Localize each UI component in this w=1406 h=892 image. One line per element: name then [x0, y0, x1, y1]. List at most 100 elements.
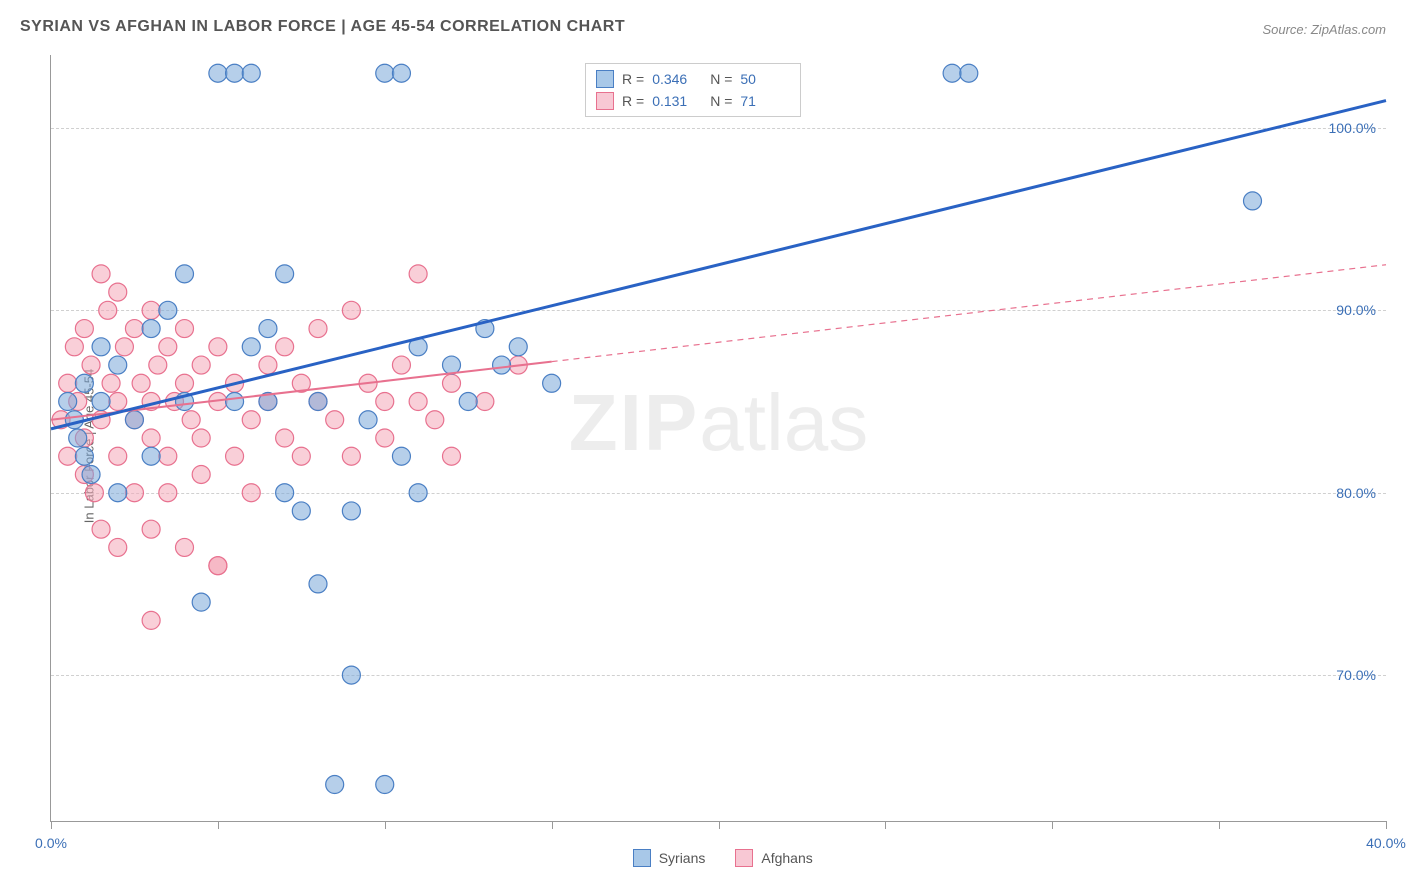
source-attribution: Source: ZipAtlas.com [1262, 22, 1386, 37]
scatter-point [125, 320, 143, 338]
scatter-point [192, 593, 210, 611]
scatter-point [342, 301, 360, 319]
legend-swatch-syrians [596, 70, 614, 88]
scatter-point [376, 776, 394, 794]
scatter-point [109, 356, 127, 374]
n-value-afghans: 71 [740, 93, 790, 109]
x-tick [885, 821, 886, 829]
legend-row-afghans: R = 0.131 N = 71 [596, 90, 790, 112]
scatter-point [409, 484, 427, 502]
scatter-point [259, 320, 277, 338]
x-tick [1219, 821, 1220, 829]
r-value-syrians: 0.346 [652, 71, 702, 87]
x-tick [719, 821, 720, 829]
scatter-point [342, 666, 360, 684]
scatter-point [149, 356, 167, 374]
scatter-point [102, 374, 120, 392]
scatter-point [943, 64, 961, 82]
series-legend: Syrians Afghans [633, 849, 813, 867]
scatter-point [59, 393, 77, 411]
scatter-point [242, 411, 260, 429]
scatter-point [142, 520, 160, 538]
legend-item-syrians: Syrians [633, 849, 706, 867]
scatter-point [59, 374, 77, 392]
correlation-legend: R = 0.346 N = 50 R = 0.131 N = 71 [585, 63, 801, 117]
legend-row-syrians: R = 0.346 N = 50 [596, 68, 790, 90]
scatter-point [242, 338, 260, 356]
scatter-point [259, 356, 277, 374]
x-tick [51, 821, 52, 829]
scatter-point [176, 320, 194, 338]
scatter-point [159, 484, 177, 502]
scatter-point [209, 64, 227, 82]
x-tick [385, 821, 386, 829]
x-tick [552, 821, 553, 829]
r-label: R = [622, 93, 644, 109]
legend-swatch-icon [633, 849, 651, 867]
scatter-point [142, 611, 160, 629]
scatter-point [109, 447, 127, 465]
scatter-point [142, 320, 160, 338]
scatter-point [326, 411, 344, 429]
scatter-point [409, 393, 427, 411]
scatter-point [242, 64, 260, 82]
scatter-point [276, 265, 294, 283]
x-tick-label: 0.0% [35, 835, 67, 851]
scatter-point [276, 484, 294, 502]
x-tick [218, 821, 219, 829]
scatter-point [92, 393, 110, 411]
scatter-point [99, 301, 117, 319]
scatter-point [125, 411, 143, 429]
scatter-point [159, 447, 177, 465]
scatter-point [69, 429, 87, 447]
scatter-point [176, 265, 194, 283]
scatter-point [292, 447, 310, 465]
scatter-point [443, 447, 461, 465]
scatter-point [276, 429, 294, 447]
scatter-point [476, 393, 494, 411]
scatter-point [376, 64, 394, 82]
legend-swatch-afghans [596, 92, 614, 110]
scatter-point [65, 338, 83, 356]
scatter-point [226, 447, 244, 465]
scatter-point [443, 356, 461, 374]
scatter-point [342, 502, 360, 520]
scatter-point [493, 356, 511, 374]
scatter-point [75, 447, 93, 465]
scatter-point [115, 338, 133, 356]
scatter-point [409, 265, 427, 283]
scatter-point [109, 393, 127, 411]
r-label: R = [622, 71, 644, 87]
scatter-point [342, 447, 360, 465]
scatter-point [159, 338, 177, 356]
trend-line-dashed [552, 265, 1386, 362]
scatter-point [142, 301, 160, 319]
scatter-point [109, 484, 127, 502]
scatter-point [82, 356, 100, 374]
scatter-point [142, 447, 160, 465]
trend-line [51, 101, 1386, 429]
plot-area: ZIPatlas R = 0.346 N = 50 R = 0.131 N = … [50, 55, 1386, 822]
scatter-point [309, 575, 327, 593]
scatter-point [192, 465, 210, 483]
scatter-point [176, 374, 194, 392]
chart-container: SYRIAN VS AFGHAN IN LABOR FORCE | AGE 45… [0, 0, 1406, 892]
r-value-afghans: 0.131 [652, 93, 702, 109]
scatter-point [92, 520, 110, 538]
scatter-point [226, 64, 244, 82]
scatter-point [309, 393, 327, 411]
scatter-plot-svg [51, 55, 1386, 821]
scatter-point [426, 411, 444, 429]
x-tick [1052, 821, 1053, 829]
scatter-point [209, 338, 227, 356]
scatter-point [109, 283, 127, 301]
scatter-point [309, 320, 327, 338]
scatter-point [292, 502, 310, 520]
scatter-point [392, 64, 410, 82]
scatter-point [359, 411, 377, 429]
scatter-point [209, 557, 227, 575]
scatter-point [326, 776, 344, 794]
legend-label-afghans: Afghans [761, 850, 812, 866]
scatter-point [392, 447, 410, 465]
chart-title: SYRIAN VS AFGHAN IN LABOR FORCE | AGE 45… [20, 18, 625, 36]
